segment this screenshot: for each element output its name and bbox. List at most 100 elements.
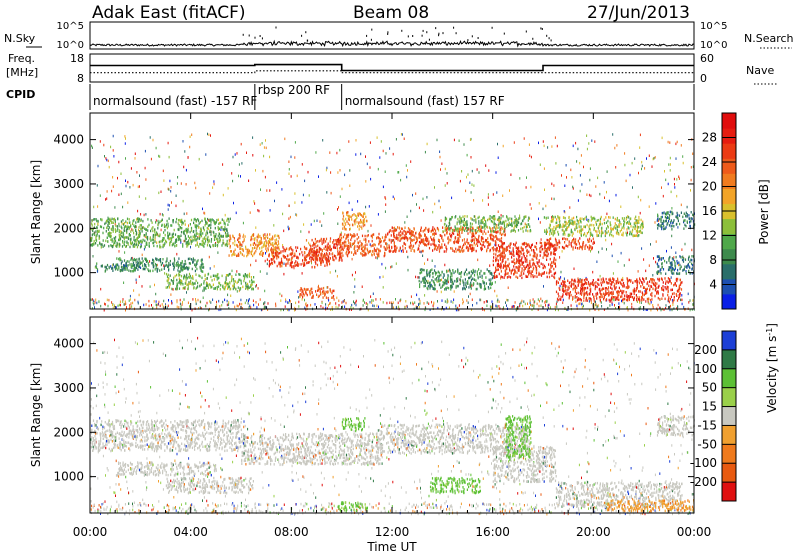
scatter-point <box>383 240 385 243</box>
scatter-point <box>367 251 369 254</box>
scatter-point <box>510 251 512 255</box>
scatter-point <box>138 185 140 188</box>
scatter-point <box>129 298 131 301</box>
scatter-point <box>138 218 140 221</box>
scatter-point <box>538 141 539 145</box>
scatter-point <box>500 226 502 229</box>
scatter-point <box>395 245 397 248</box>
scatter-point <box>470 281 472 285</box>
scatter-point <box>502 251 504 254</box>
scatter-point <box>419 299 421 303</box>
scatter-point <box>166 275 169 278</box>
scatter-point <box>482 237 484 240</box>
scatter-point <box>478 222 480 225</box>
scatter-point <box>445 282 447 285</box>
scatter-point <box>484 272 486 275</box>
scatter-point <box>367 303 369 306</box>
scatter-point <box>395 138 397 141</box>
scatter-point <box>358 212 360 215</box>
scatter-point <box>151 221 153 224</box>
scatter-point <box>589 178 591 182</box>
scatter-point <box>396 233 398 237</box>
scatter-point <box>529 253 531 257</box>
scatter-point <box>341 259 343 262</box>
scatter-point <box>543 144 545 148</box>
scatter-point <box>152 235 154 238</box>
scatter-point <box>321 240 323 243</box>
scatter-point <box>501 241 503 244</box>
scatter-point <box>112 269 114 272</box>
scatter-point <box>356 237 358 241</box>
scatter-point <box>452 301 454 304</box>
scatter-point <box>650 243 651 246</box>
scatter-point <box>440 246 442 250</box>
scatter-point <box>417 276 419 279</box>
scatter-point <box>190 242 192 245</box>
scatter-point <box>295 249 297 253</box>
scatter-point <box>269 209 271 212</box>
scatter-point <box>161 224 163 227</box>
scatter-point <box>91 233 93 237</box>
scatter-point <box>426 196 428 199</box>
scatter-point <box>682 161 684 165</box>
scatter-point <box>204 217 206 220</box>
scatter-point <box>425 239 428 243</box>
scatter-point <box>105 221 107 224</box>
scatter-point <box>252 136 254 139</box>
scatter-point <box>160 190 162 193</box>
noise-trace <box>89 26 695 48</box>
scatter-point <box>133 269 135 273</box>
scatter-point <box>154 230 156 234</box>
scatter-point <box>320 305 322 308</box>
scatter-point <box>269 239 271 242</box>
scatter-point <box>670 276 672 279</box>
scatter-point <box>549 257 551 261</box>
scatter-point <box>129 226 131 229</box>
scatter-point <box>230 250 232 253</box>
scatter-point <box>246 151 247 154</box>
scatter-point <box>90 244 92 247</box>
scatter-point <box>471 298 473 301</box>
scatter-point <box>369 249 371 253</box>
scatter-point <box>657 303 659 307</box>
scatter-point <box>495 266 497 270</box>
scatter-point <box>115 230 117 234</box>
scatter-point <box>470 278 473 282</box>
scatter-point <box>411 231 414 234</box>
scatter-point <box>366 219 368 223</box>
scatter-point <box>455 247 457 251</box>
scatter-point <box>134 258 136 262</box>
scatter-point <box>448 240 450 243</box>
scatter-point <box>520 227 522 231</box>
scatter-point <box>461 170 463 173</box>
scatter-point <box>166 219 168 223</box>
scatter-point <box>311 265 313 269</box>
scatter-point <box>264 244 266 248</box>
scatter-point <box>95 239 98 242</box>
scatter-point <box>414 242 417 245</box>
scatter-point <box>202 232 204 235</box>
scatter-point <box>288 301 290 304</box>
scatter-point <box>488 243 490 246</box>
scatter-point <box>379 249 381 253</box>
scatter-point <box>219 240 221 243</box>
scatter-point <box>494 215 496 218</box>
scatter-point <box>548 248 550 252</box>
scatter-point <box>231 279 233 283</box>
scatter-point <box>524 260 526 263</box>
scatter-point <box>178 235 180 238</box>
scatter-point <box>464 287 466 291</box>
scatter-point <box>372 304 374 307</box>
scatter-point <box>210 238 213 241</box>
scatter-point <box>327 246 329 250</box>
scatter-point <box>490 309 492 312</box>
scatter-point <box>97 205 99 208</box>
scatter-point <box>426 269 428 272</box>
scatter-point <box>447 241 449 245</box>
scatter-point <box>482 243 484 247</box>
scatter-point <box>175 239 177 243</box>
scatter-point <box>466 238 468 241</box>
scatter-point <box>449 234 452 238</box>
scatter-point <box>648 264 650 267</box>
scatter-point <box>201 265 203 268</box>
